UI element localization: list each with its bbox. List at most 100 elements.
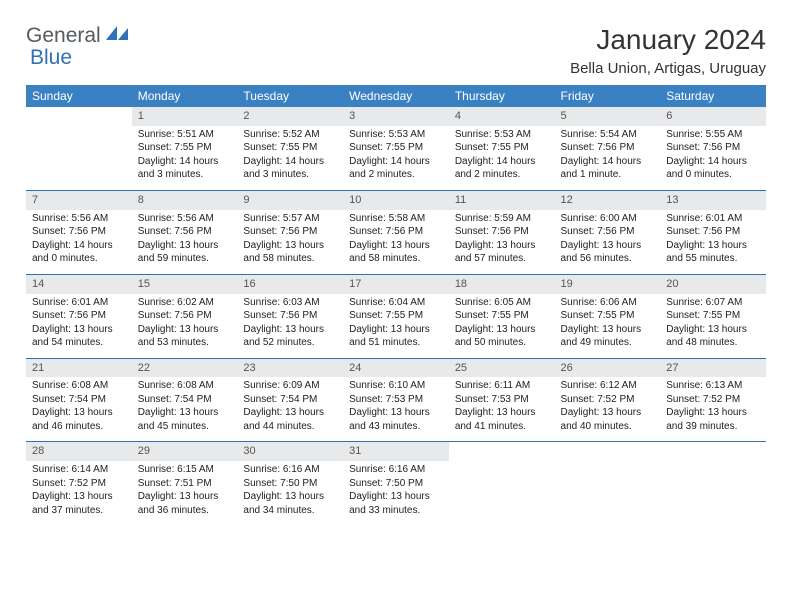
calendar-day-cell — [449, 442, 555, 525]
day-details: Sunrise: 6:01 AMSunset: 7:56 PMDaylight:… — [26, 294, 132, 358]
header: General January 2024 Bella Union, Artiga… — [26, 24, 766, 77]
sunset-text: Sunset: 7:54 PM — [32, 393, 126, 407]
calendar-day-cell: 28Sunrise: 6:14 AMSunset: 7:52 PMDayligh… — [26, 442, 132, 525]
daylight-text: Daylight: 13 hours and 59 minutes. — [138, 239, 232, 266]
daylight-text: Daylight: 13 hours and 57 minutes. — [455, 239, 549, 266]
day-number: 25 — [449, 359, 555, 378]
sunset-text: Sunset: 7:54 PM — [138, 393, 232, 407]
day-details: Sunrise: 5:58 AMSunset: 7:56 PMDaylight:… — [343, 210, 449, 274]
day-details: Sunrise: 6:06 AMSunset: 7:55 PMDaylight:… — [555, 294, 661, 358]
sunset-text: Sunset: 7:50 PM — [243, 477, 337, 491]
calendar-day-cell: 2Sunrise: 5:52 AMSunset: 7:55 PMDaylight… — [237, 107, 343, 190]
day-details: Sunrise: 5:54 AMSunset: 7:56 PMDaylight:… — [555, 126, 661, 190]
daylight-text: Daylight: 13 hours and 44 minutes. — [243, 406, 337, 433]
sunrise-text: Sunrise: 6:10 AM — [349, 379, 443, 393]
calendar-day-cell: 24Sunrise: 6:10 AMSunset: 7:53 PMDayligh… — [343, 358, 449, 442]
daylight-text: Daylight: 13 hours and 37 minutes. — [32, 490, 126, 517]
day-details: Sunrise: 5:53 AMSunset: 7:55 PMDaylight:… — [449, 126, 555, 190]
daylight-text: Daylight: 13 hours and 43 minutes. — [349, 406, 443, 433]
daylight-text: Daylight: 14 hours and 2 minutes. — [455, 155, 549, 182]
calendar-day-cell: 25Sunrise: 6:11 AMSunset: 7:53 PMDayligh… — [449, 358, 555, 442]
sunset-text: Sunset: 7:55 PM — [349, 309, 443, 323]
sunrise-text: Sunrise: 5:56 AM — [138, 212, 232, 226]
calendar-day-cell: 12Sunrise: 6:00 AMSunset: 7:56 PMDayligh… — [555, 190, 661, 274]
sunset-text: Sunset: 7:53 PM — [455, 393, 549, 407]
calendar-week-row: 1Sunrise: 5:51 AMSunset: 7:55 PMDaylight… — [26, 107, 766, 190]
day-details: Sunrise: 5:56 AMSunset: 7:56 PMDaylight:… — [26, 210, 132, 274]
daylight-text: Daylight: 13 hours and 36 minutes. — [138, 490, 232, 517]
calendar-week-row: 21Sunrise: 6:08 AMSunset: 7:54 PMDayligh… — [26, 358, 766, 442]
day-number: 11 — [449, 191, 555, 210]
sunrise-text: Sunrise: 6:14 AM — [32, 463, 126, 477]
calendar-day-cell: 31Sunrise: 6:16 AMSunset: 7:50 PMDayligh… — [343, 442, 449, 525]
sunrise-text: Sunrise: 6:01 AM — [666, 212, 760, 226]
day-number: 1 — [132, 107, 238, 126]
sunrise-text: Sunrise: 5:56 AM — [32, 212, 126, 226]
day-details: Sunrise: 6:13 AMSunset: 7:52 PMDaylight:… — [660, 377, 766, 441]
daylight-text: Daylight: 14 hours and 0 minutes. — [32, 239, 126, 266]
day-details: Sunrise: 6:03 AMSunset: 7:56 PMDaylight:… — [237, 294, 343, 358]
day-details: Sunrise: 6:15 AMSunset: 7:51 PMDaylight:… — [132, 461, 238, 525]
calendar-day-cell: 7Sunrise: 5:56 AMSunset: 7:56 PMDaylight… — [26, 190, 132, 274]
day-details: Sunrise: 6:14 AMSunset: 7:52 PMDaylight:… — [26, 461, 132, 525]
sunrise-text: Sunrise: 6:11 AM — [455, 379, 549, 393]
daylight-text: Daylight: 14 hours and 3 minutes. — [138, 155, 232, 182]
sunrise-text: Sunrise: 6:09 AM — [243, 379, 337, 393]
day-number: 19 — [555, 275, 661, 294]
logo-text-blue: Blue — [30, 46, 72, 69]
day-details: Sunrise: 5:55 AMSunset: 7:56 PMDaylight:… — [660, 126, 766, 190]
weekday-header: Friday — [555, 85, 661, 107]
sunrise-text: Sunrise: 5:54 AM — [561, 128, 655, 142]
day-details: Sunrise: 6:02 AMSunset: 7:56 PMDaylight:… — [132, 294, 238, 358]
sunset-text: Sunset: 7:54 PM — [243, 393, 337, 407]
sunset-text: Sunset: 7:56 PM — [138, 225, 232, 239]
calendar-day-cell — [660, 442, 766, 525]
daylight-text: Daylight: 13 hours and 53 minutes. — [138, 323, 232, 350]
calendar-day-cell: 18Sunrise: 6:05 AMSunset: 7:55 PMDayligh… — [449, 274, 555, 358]
calendar-day-cell: 19Sunrise: 6:06 AMSunset: 7:55 PMDayligh… — [555, 274, 661, 358]
day-number: 23 — [237, 359, 343, 378]
day-details: Sunrise: 5:52 AMSunset: 7:55 PMDaylight:… — [237, 126, 343, 190]
sunrise-text: Sunrise: 6:16 AM — [243, 463, 337, 477]
day-number: 7 — [26, 191, 132, 210]
weekday-header: Monday — [132, 85, 238, 107]
day-number: 16 — [237, 275, 343, 294]
sunset-text: Sunset: 7:56 PM — [243, 309, 337, 323]
day-number: 2 — [237, 107, 343, 126]
day-number: 18 — [449, 275, 555, 294]
sunset-text: Sunset: 7:55 PM — [666, 309, 760, 323]
title-block: January 2024 Bella Union, Artigas, Urugu… — [570, 24, 766, 77]
calendar-day-cell: 1Sunrise: 5:51 AMSunset: 7:55 PMDaylight… — [132, 107, 238, 190]
calendar-day-cell: 26Sunrise: 6:12 AMSunset: 7:52 PMDayligh… — [555, 358, 661, 442]
sunrise-text: Sunrise: 5:58 AM — [349, 212, 443, 226]
calendar-week-row: 28Sunrise: 6:14 AMSunset: 7:52 PMDayligh… — [26, 442, 766, 525]
sunrise-text: Sunrise: 6:16 AM — [349, 463, 443, 477]
sunrise-text: Sunrise: 5:59 AM — [455, 212, 549, 226]
sunrise-text: Sunrise: 6:01 AM — [32, 296, 126, 310]
daylight-text: Daylight: 13 hours and 58 minutes. — [243, 239, 337, 266]
weekday-header: Sunday — [26, 85, 132, 107]
day-details: Sunrise: 6:08 AMSunset: 7:54 PMDaylight:… — [132, 377, 238, 441]
day-number: 28 — [26, 442, 132, 461]
sunrise-text: Sunrise: 6:02 AM — [138, 296, 232, 310]
calendar-day-cell — [26, 107, 132, 190]
calendar-day-cell: 13Sunrise: 6:01 AMSunset: 7:56 PMDayligh… — [660, 190, 766, 274]
calendar-week-row: 14Sunrise: 6:01 AMSunset: 7:56 PMDayligh… — [26, 274, 766, 358]
day-number: 8 — [132, 191, 238, 210]
sunset-text: Sunset: 7:56 PM — [561, 141, 655, 155]
calendar-day-cell: 30Sunrise: 6:16 AMSunset: 7:50 PMDayligh… — [237, 442, 343, 525]
day-number: 17 — [343, 275, 449, 294]
day-number: 13 — [660, 191, 766, 210]
day-details: Sunrise: 6:11 AMSunset: 7:53 PMDaylight:… — [449, 377, 555, 441]
calendar-day-cell: 6Sunrise: 5:55 AMSunset: 7:56 PMDaylight… — [660, 107, 766, 190]
sunrise-text: Sunrise: 6:08 AM — [138, 379, 232, 393]
sunset-text: Sunset: 7:56 PM — [138, 309, 232, 323]
daylight-text: Daylight: 13 hours and 45 minutes. — [138, 406, 232, 433]
location-label: Bella Union, Artigas, Uruguay — [570, 60, 766, 77]
calendar-day-cell: 5Sunrise: 5:54 AMSunset: 7:56 PMDaylight… — [555, 107, 661, 190]
daylight-text: Daylight: 13 hours and 51 minutes. — [349, 323, 443, 350]
day-details: Sunrise: 6:01 AMSunset: 7:56 PMDaylight:… — [660, 210, 766, 274]
sunset-text: Sunset: 7:52 PM — [561, 393, 655, 407]
day-number: 30 — [237, 442, 343, 461]
day-details: Sunrise: 5:51 AMSunset: 7:55 PMDaylight:… — [132, 126, 238, 190]
